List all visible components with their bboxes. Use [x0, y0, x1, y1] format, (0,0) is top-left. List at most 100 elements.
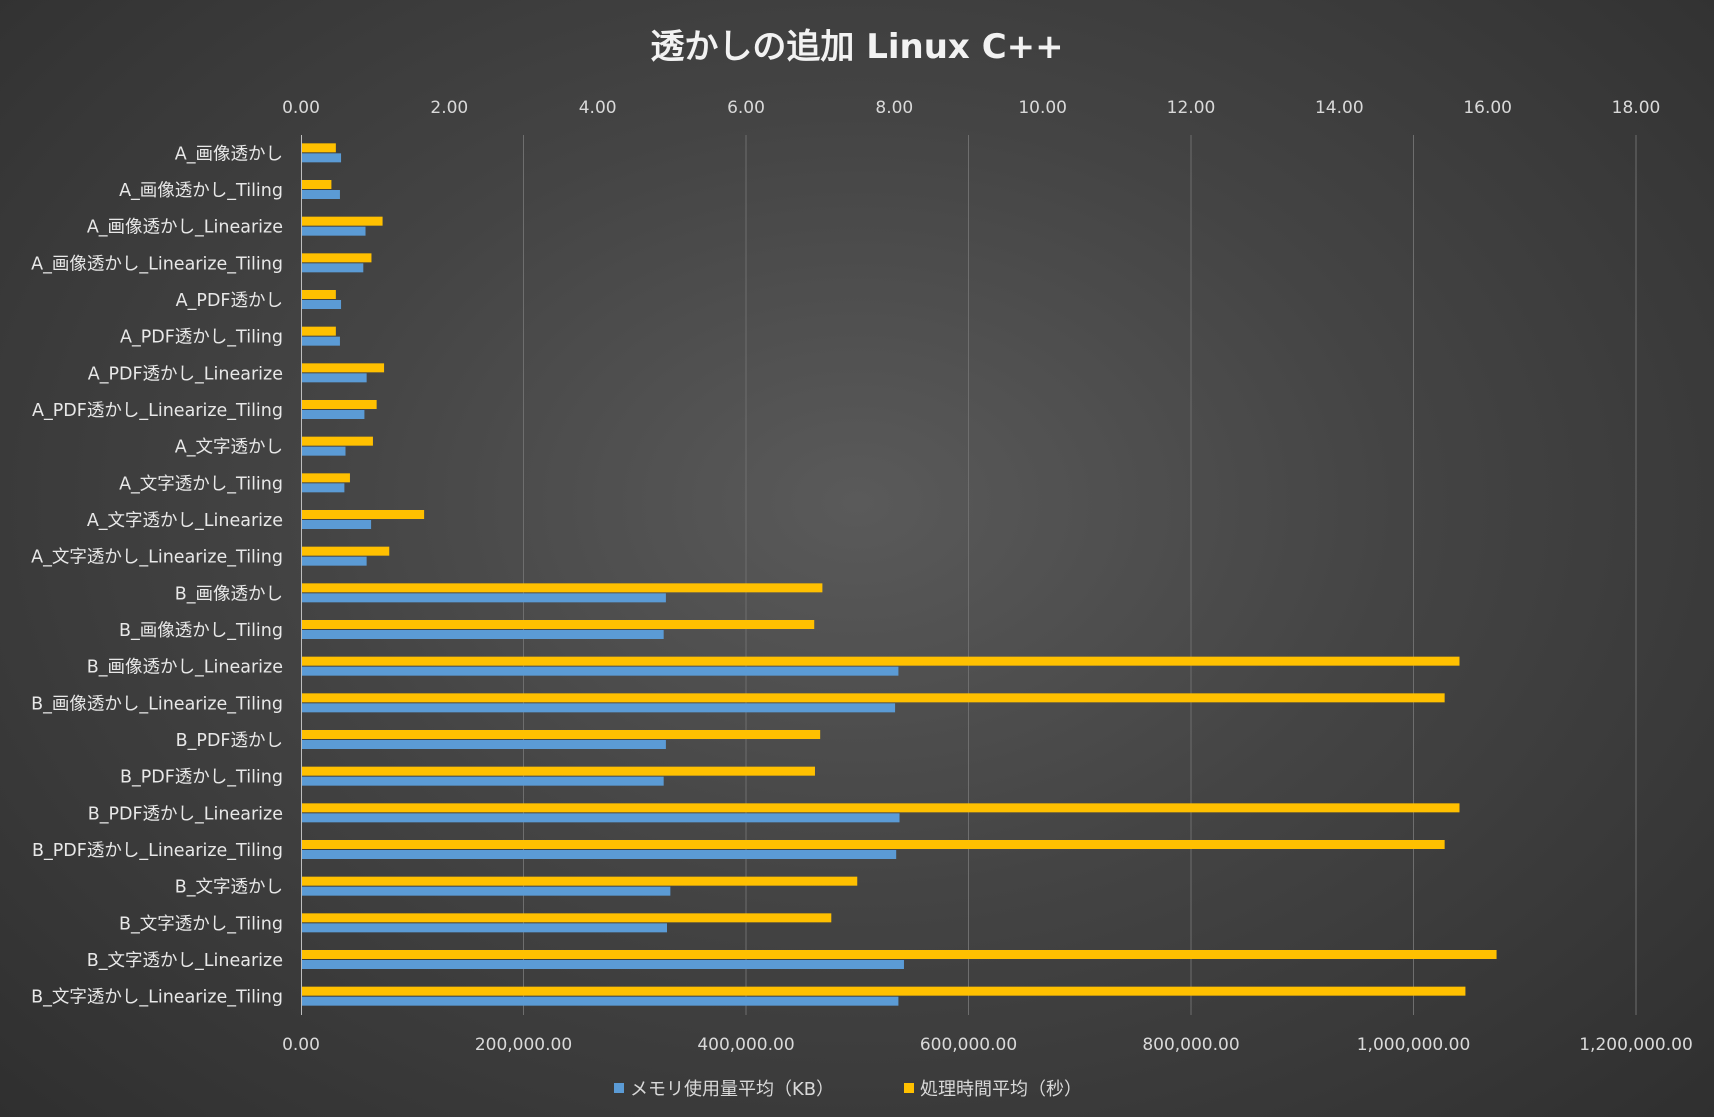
category-label: B_文字透かし_Tiling [119, 914, 283, 934]
category-label: B_PDF透かし_Linearize [88, 804, 283, 824]
category-label: A_画像透かし_Tiling [119, 181, 283, 201]
category-label: A_PDF透かし_Tiling [120, 328, 283, 348]
time-bar [301, 363, 385, 373]
category-label: A_PDF透かし [176, 291, 283, 311]
category-label: B_画像透かし_Linearize_Tiling [31, 694, 283, 714]
category-label: A_画像透かし [175, 144, 283, 164]
memory-bar [301, 190, 340, 199]
category-label: A_PDF透かし_Linearize [88, 364, 283, 384]
top-tick-label: 16.00 [1463, 98, 1512, 118]
bottom-tick-label: 200,000.00 [475, 1035, 572, 1055]
bottom-tick-label: 1,200,000.00 [1579, 1035, 1693, 1055]
memory-bar [301, 666, 899, 676]
memory-bar [301, 556, 367, 566]
bottom-axis: 0.00 200,000.00 400,000.00 600,000.00 800,00… [282, 1035, 1693, 1055]
memory-bar [301, 336, 340, 346]
time-bar [301, 693, 1445, 703]
top-tick-label: 2.00 [430, 98, 468, 118]
top-axis: 0.00 2.00 4.00 6.00 8.00 10.00 12.00 14.00 16.00… [282, 98, 1660, 118]
category-label: A_文字透かし_Linearize_Tiling [31, 548, 283, 568]
legend-time-swatch [904, 1083, 914, 1093]
time-bar [301, 290, 336, 299]
legend-memory-label: メモリ使用量平均（KB） [630, 1079, 834, 1100]
category-axis: A_画像透かし A_画像透かし_Tiling A_画像透かし_Linearize A_… [31, 144, 283, 1007]
category-label: A_画像透かし_Linearize [87, 218, 283, 238]
top-tick-label: 10.00 [1018, 98, 1067, 118]
memory-bar [301, 740, 666, 749]
memory-bar [301, 520, 372, 529]
top-tick-label: 8.00 [875, 98, 913, 118]
memory-bar [301, 153, 342, 163]
time-bar [301, 986, 1466, 996]
time-bar [301, 840, 1445, 849]
memory-bar [301, 776, 664, 786]
category-label: B_PDF透かし_Linearize_Tiling [32, 841, 283, 861]
memory-bar [301, 850, 897, 859]
memory-bar [301, 923, 668, 933]
gridlines [523, 135, 1637, 1015]
memory-bar [301, 263, 364, 273]
category-label: B_文字透かし [175, 878, 283, 898]
bottom-tick-label: 1,000,000.00 [1357, 1035, 1471, 1055]
time-bar [301, 546, 390, 556]
time-bar [301, 510, 425, 519]
bottom-tick-label: 600,000.00 [920, 1035, 1017, 1055]
memory-bar [301, 226, 366, 236]
memory-bar [301, 996, 899, 1006]
time-bar [301, 473, 350, 483]
memory-bar [301, 960, 904, 969]
time-bar [301, 326, 336, 336]
memory-bar [301, 886, 671, 896]
category-label: A_文字透かし_Tiling [119, 474, 283, 494]
category-label: A_文字透かし [175, 438, 283, 458]
category-label: B_画像透かし_Linearize [87, 658, 283, 678]
legend-time-label: 処理時間平均（秒） [920, 1079, 1082, 1100]
category-label: B_文字透かし_Linearize [87, 951, 283, 971]
bottom-tick-label: 800,000.00 [1142, 1035, 1239, 1055]
top-tick-label: 18.00 [1612, 98, 1661, 118]
time-bar [301, 180, 332, 189]
time-bar [301, 436, 373, 446]
time-bar [301, 253, 372, 263]
memory-bar [301, 410, 365, 419]
legend-memory-swatch [614, 1083, 624, 1093]
category-label: A_文字透かし_Linearize [87, 511, 283, 531]
memory-bar [301, 703, 896, 713]
time-bar [301, 216, 383, 226]
time-bar [301, 730, 821, 739]
top-tick-label: 4.00 [579, 98, 617, 118]
top-tick-label: 6.00 [727, 98, 765, 118]
memory-bar [301, 446, 346, 456]
category-label: A_PDF透かし_Linearize_Tiling [32, 401, 283, 421]
time-bar [301, 803, 1460, 813]
time-bar [301, 876, 858, 886]
category-label: A_画像透かし_Linearize_Tiling [31, 254, 283, 274]
memory-bar [301, 483, 345, 493]
chart-title: 透かしの追加 Linux C++ [650, 27, 1063, 67]
legend: メモリ使用量平均（KB） 処理時間平均（秒） [614, 1079, 1082, 1100]
time-bar [301, 950, 1497, 959]
time-bar [301, 913, 832, 923]
bars [301, 143, 1497, 1006]
memory-bar [301, 373, 367, 383]
time-bar [301, 400, 377, 409]
time-bar [301, 583, 823, 593]
memory-bar [301, 630, 664, 639]
category-label: B_PDF透かし [176, 731, 283, 751]
time-bar [301, 656, 1460, 666]
time-bar [301, 143, 336, 153]
top-tick-label: 14.00 [1315, 98, 1364, 118]
memory-bar [301, 300, 342, 309]
time-bar [301, 620, 815, 629]
category-label: B_画像透かし [175, 584, 283, 604]
category-label: B_PDF透かし_Tiling [120, 768, 283, 788]
category-label: B_文字透かし_Linearize_Tiling [31, 988, 283, 1008]
memory-bar [301, 813, 900, 823]
bottom-tick-label: 0.00 [282, 1035, 320, 1055]
category-label: B_画像透かし_Tiling [119, 621, 283, 641]
bottom-tick-label: 400,000.00 [697, 1035, 794, 1055]
memory-bar [301, 593, 666, 603]
top-tick-label: 12.00 [1167, 98, 1216, 118]
top-tick-label: 0.00 [282, 98, 320, 118]
